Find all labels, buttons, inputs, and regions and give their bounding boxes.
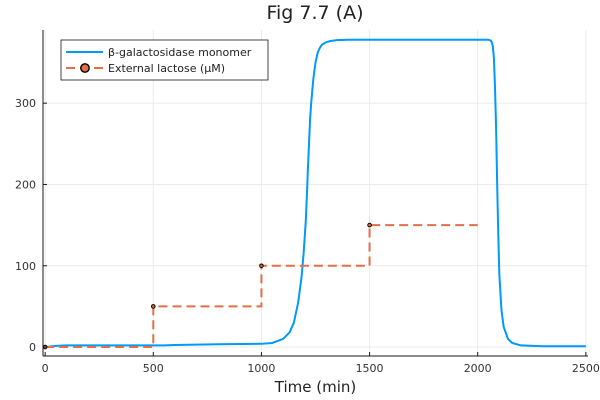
y-tick-label-300: 300 bbox=[15, 97, 36, 110]
legend-box bbox=[60, 39, 269, 81]
series-layer bbox=[42, 38, 586, 350]
x-tick-label-1000: 1000 bbox=[247, 362, 275, 375]
x-tick-label-2500: 2500 bbox=[572, 362, 600, 375]
series-galactosidase-monomer-line bbox=[45, 38, 586, 349]
legend: β-galactosidase monomer External lactose… bbox=[60, 39, 269, 81]
axes bbox=[42, 30, 588, 357]
series-external-lactose-m-point-2 bbox=[259, 263, 264, 269]
series-external-lactose-m-point-1 bbox=[150, 304, 156, 309]
series-external-lactose-m-point-3 bbox=[367, 222, 372, 228]
y-tick-label-0: 0 bbox=[29, 341, 36, 354]
legend-label-external-lactose: External lactose (μM) bbox=[108, 62, 225, 75]
legend-marker-external-lactose bbox=[80, 63, 90, 73]
chart-title: Fig 7.7 (A) bbox=[266, 2, 363, 24]
x-tick-label-500: 500 bbox=[143, 362, 164, 375]
series-external-lactose-m-line bbox=[45, 224, 478, 349]
x-axis-label: Time (min) bbox=[274, 378, 356, 396]
legend-label-beta-galactosidase: β-galactosidase monomer bbox=[108, 46, 252, 59]
y-tick-label-200: 200 bbox=[15, 178, 36, 191]
tick-labels: 0 500 1000 1500 2000 2500 0 100 200 300 bbox=[15, 97, 600, 375]
x-tick-label-0: 0 bbox=[42, 362, 49, 375]
x-tick-label-2000: 2000 bbox=[464, 362, 492, 375]
y-tick-label-100: 100 bbox=[15, 260, 36, 273]
x-tick-label-1500: 1500 bbox=[356, 362, 384, 375]
